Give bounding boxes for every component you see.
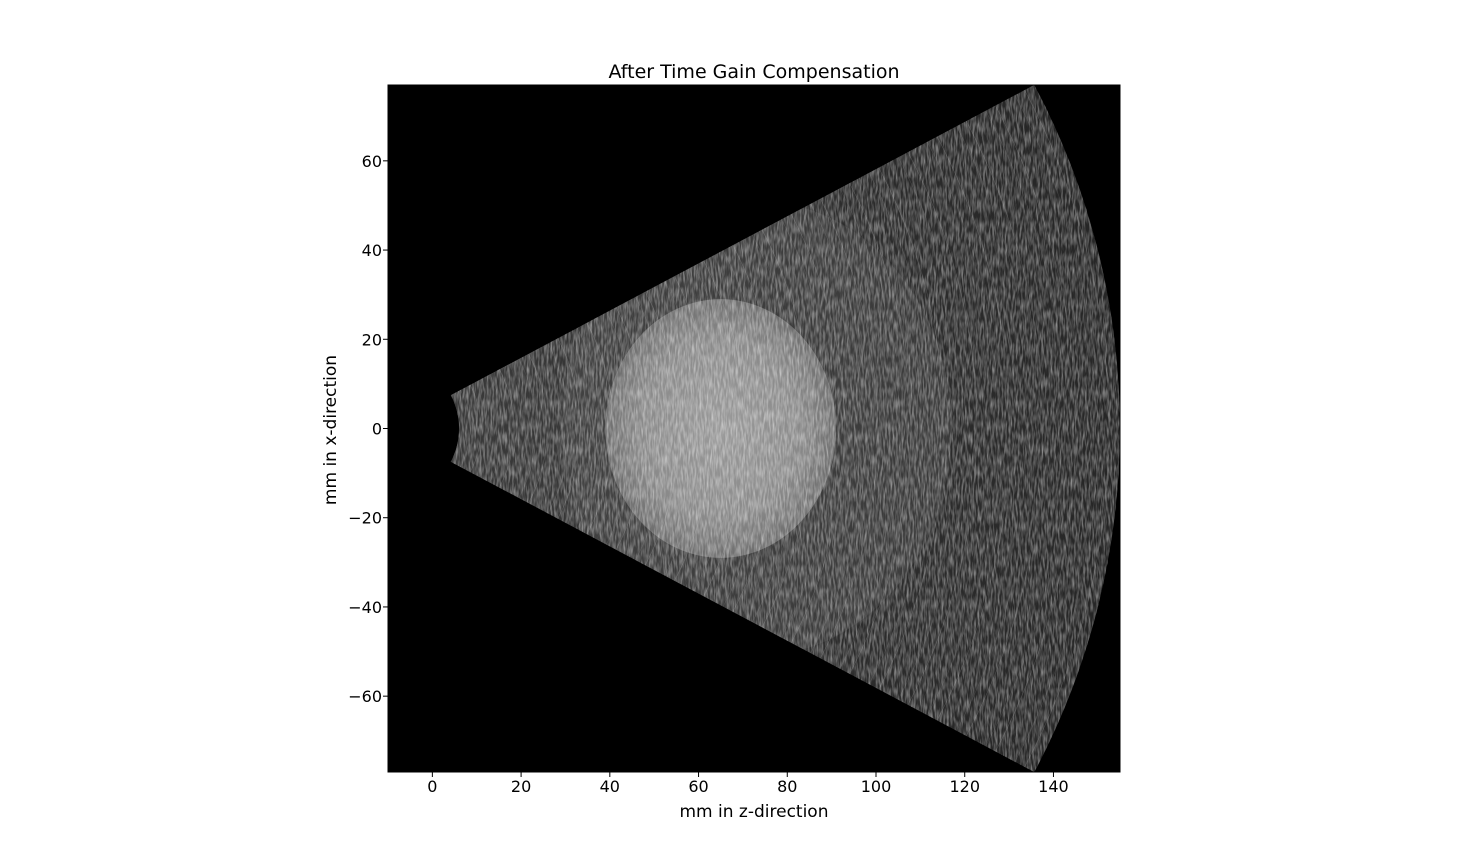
wavefront-arc xyxy=(820,198,878,659)
wavefront-arc xyxy=(722,250,768,607)
x-tick-label: 40 xyxy=(600,777,620,796)
y-tick-label: 60 xyxy=(362,152,382,171)
y-tick-label: −40 xyxy=(348,598,382,617)
wavefront-arc xyxy=(469,384,482,473)
wavefront-arc xyxy=(761,229,812,628)
wavefront-arc xyxy=(868,172,934,685)
wavefront-arc xyxy=(537,348,559,509)
x-axis-label: mm in z-direction xyxy=(680,802,829,822)
wavefront-arc xyxy=(858,177,922,680)
wavefront-arc xyxy=(829,193,889,664)
wavefront-arc xyxy=(664,281,702,576)
wavefront-arc xyxy=(596,317,625,540)
y-tick-label: 20 xyxy=(362,330,382,349)
wavefront-arc xyxy=(654,286,691,571)
wavefront-arc xyxy=(489,374,504,483)
wavefront-arc xyxy=(742,239,790,618)
wavefront-arc xyxy=(557,338,581,519)
wavefront-arc xyxy=(790,214,845,643)
wavefront-arc xyxy=(907,151,977,706)
wavefront-arc xyxy=(946,131,1022,726)
chart-title: After Time Gain Compensation xyxy=(608,61,899,83)
wavefront-arc xyxy=(839,188,900,669)
y-tick-label: 40 xyxy=(362,241,382,260)
wavefront-arc xyxy=(693,265,735,592)
wavefront-arc xyxy=(683,270,724,587)
plot-area xyxy=(387,84,1121,773)
wavefront-arc xyxy=(1014,95,1099,762)
wavefront-arc xyxy=(635,296,669,561)
wavefront-arc xyxy=(460,389,471,468)
wavefront-arc xyxy=(732,245,779,612)
wavefront-arc xyxy=(800,208,856,649)
y-tick-label: 0 xyxy=(372,420,382,439)
wavefront-arc xyxy=(518,358,537,499)
wavefront-arc xyxy=(576,327,603,530)
wavefront-arc xyxy=(985,110,1066,747)
x-axis: 0 20 40 60 80 100 120 140 xyxy=(427,772,1069,796)
wavefront-arc xyxy=(878,167,945,690)
x-tick-label: 60 xyxy=(688,777,708,796)
wavefront-arc xyxy=(975,115,1055,742)
wavefront-arc xyxy=(888,162,956,695)
wavefront-arc xyxy=(644,291,680,566)
y-axis-label: mm in x-direction xyxy=(321,355,341,505)
wavefront-arc xyxy=(713,255,757,602)
wavefront-arc xyxy=(927,141,1000,716)
wavefront-arc xyxy=(917,146,989,711)
wavefront-arc xyxy=(479,379,493,478)
y-axis: 60 40 20 0 −20 −40 −60 xyxy=(348,152,388,706)
wavefront-arc xyxy=(810,203,867,654)
x-tick-label: 100 xyxy=(861,777,892,796)
y-tick-label: −60 xyxy=(348,687,382,706)
wavefront-arc xyxy=(528,353,548,504)
wavefront-arc xyxy=(781,219,834,638)
wavefront-arc xyxy=(450,395,460,462)
wavefront-arc xyxy=(1004,100,1088,757)
wavefront-arc xyxy=(508,364,526,493)
wavefront-arc xyxy=(936,136,1011,721)
wavefront-arc xyxy=(849,182,911,675)
wavefront-arc xyxy=(771,224,823,633)
wavefront-arc xyxy=(547,343,570,514)
wavefront-arc xyxy=(897,157,966,700)
wavefront-arc xyxy=(965,120,1044,737)
wavefront-arc xyxy=(995,105,1077,752)
wavefront-arc xyxy=(703,260,746,597)
wavefront-arc xyxy=(751,234,801,623)
x-tick-label: 0 xyxy=(427,777,437,796)
wavefront-arc xyxy=(567,332,592,525)
wavefront-arc xyxy=(674,276,713,581)
wavefront-arc xyxy=(586,322,614,535)
wavefront-arc xyxy=(625,301,658,556)
x-tick-label: 120 xyxy=(949,777,980,796)
x-tick-label: 80 xyxy=(777,777,797,796)
x-tick-label: 20 xyxy=(511,777,531,796)
wavefront-arc xyxy=(606,312,636,545)
wavefront-arc xyxy=(956,126,1033,731)
y-tick-label: −20 xyxy=(348,509,382,528)
wavefront-arc xyxy=(499,369,515,488)
x-tick-label: 140 xyxy=(1038,777,1069,796)
wavefront-arc xyxy=(615,307,647,550)
wavefront-arc xyxy=(1024,89,1110,768)
